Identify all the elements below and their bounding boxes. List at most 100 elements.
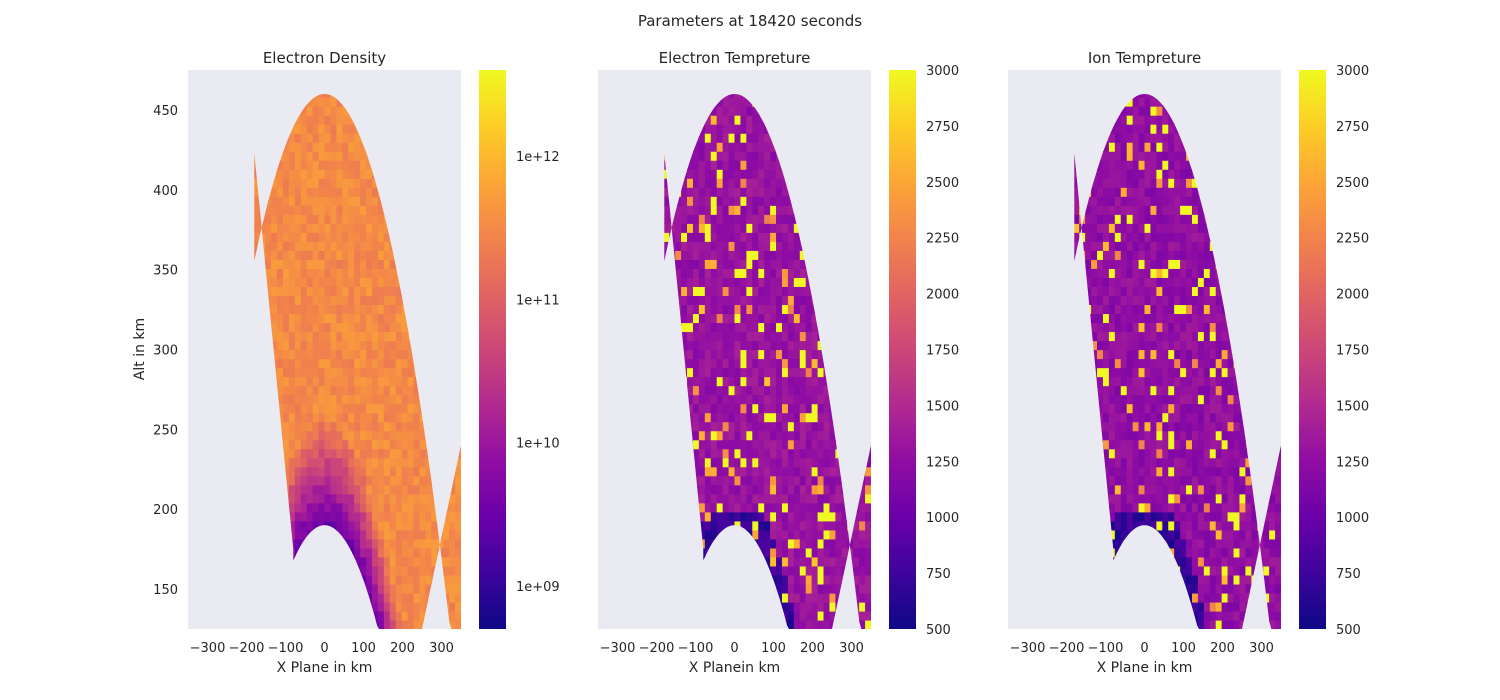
- heatmap-cell: [389, 511, 397, 522]
- heatmap-cell: [728, 286, 736, 297]
- heatmap-cell: [336, 376, 343, 387]
- heatmap-cell: [360, 169, 367, 179]
- heatmap-cell: [770, 313, 777, 324]
- heatmap-cell: [740, 502, 747, 513]
- heatmap-cell: [371, 466, 379, 477]
- heatmap-cell: [318, 394, 326, 405]
- heatmap-cell: [288, 331, 296, 342]
- heatmap-cell: [781, 187, 789, 197]
- heatmap-cell: [746, 151, 753, 161]
- heatmap-cell: [407, 439, 415, 450]
- heatmap-cell: [407, 547, 415, 558]
- heatmap-cell: [413, 538, 421, 549]
- heatmap-cell: [728, 367, 736, 378]
- heatmap-cell: [722, 106, 730, 116]
- heatmap-cell: [419, 457, 426, 468]
- heatmap-cell: [277, 241, 284, 251]
- heatmap-cell: [781, 223, 789, 233]
- x-tick-label: −300: [190, 641, 226, 656]
- heatmap-cell: [360, 574, 367, 585]
- heatmap-cell: [419, 583, 426, 594]
- heatmap-cell: [722, 241, 730, 251]
- heatmap-cell: [324, 358, 332, 369]
- heatmap-cell: [710, 466, 718, 477]
- heatmap-cell: [758, 259, 765, 269]
- heatmap-cell: [692, 439, 700, 450]
- heatmap-cell: [781, 178, 789, 188]
- heatmap-cell: [698, 250, 706, 260]
- heatmap-cell: [306, 151, 314, 161]
- heatmap-cell: [716, 313, 724, 324]
- heatmap-cell: [728, 232, 736, 242]
- heatmap-cell: [776, 448, 783, 459]
- heatmap-cell: [294, 376, 302, 387]
- heatmap-cell: [282, 376, 290, 387]
- heatmap-cell: [312, 115, 320, 125]
- heatmap-cell: [318, 475, 326, 486]
- heatmap-cell: [455, 574, 461, 585]
- heatmap-cell: [371, 241, 379, 251]
- heatmap-cell: [758, 268, 765, 278]
- heatmap-cell: [704, 412, 712, 423]
- heatmap-cell: [300, 502, 308, 513]
- heatmap-cell: [282, 160, 290, 170]
- heatmap-cell: [371, 313, 379, 324]
- heatmap-cell: [746, 493, 753, 504]
- heatmap-cell: [698, 340, 706, 351]
- heatmap-cell: [740, 196, 747, 206]
- heatmap-cell: [371, 556, 379, 567]
- heatmap-cell: [740, 187, 747, 197]
- heatmap-cell: [710, 178, 718, 188]
- heatmap-cell: [740, 376, 747, 387]
- heatmap-cell: [710, 214, 718, 224]
- heatmap-cell: [710, 367, 718, 378]
- heatmap-cell: [282, 394, 290, 405]
- heatmap-cell: [366, 313, 373, 324]
- heatmap-cell: [395, 610, 403, 621]
- heatmap-cell: [758, 322, 765, 333]
- heatmap-cell: [360, 358, 367, 369]
- heatmap-cell: [371, 376, 379, 387]
- heatmap-cell: [265, 268, 272, 278]
- heatmap-cell: [271, 232, 278, 242]
- heatmap-cell: [698, 286, 706, 297]
- heatmap-cell: [336, 124, 343, 134]
- heatmap-cell: [793, 574, 801, 585]
- heatmap-cell: [698, 448, 706, 459]
- heatmap-cell: [318, 466, 326, 477]
- heatmap-cell: [692, 268, 700, 278]
- heatmap-cell: [413, 466, 421, 477]
- heatmap-cell: [366, 439, 373, 450]
- heatmap-cell: [728, 421, 736, 432]
- heatmap-cell: [799, 619, 807, 629]
- heatmap-cell: [288, 133, 296, 143]
- heatmap-cell: [704, 394, 712, 405]
- heatmap-cell: [348, 376, 355, 387]
- heatmap-cell: [664, 196, 670, 206]
- heatmap-cell: [710, 196, 718, 206]
- heatmap-cell: [360, 304, 367, 315]
- heatmap-cell: [770, 547, 777, 558]
- heatmap-cell: [664, 232, 670, 242]
- heatmap-cell: [300, 160, 308, 170]
- heatmap-cell: [758, 439, 765, 450]
- heatmap-cell: [787, 439, 795, 450]
- heatmap-cell: [681, 214, 688, 224]
- heatmap-cell: [716, 322, 724, 333]
- heatmap-cell: [752, 232, 759, 242]
- heatmap-cell: [318, 223, 326, 233]
- heatmap-cell: [306, 457, 314, 468]
- heatmap-cell: [770, 358, 777, 369]
- heatmap-cell: [722, 394, 730, 405]
- heatmap-cell: [288, 349, 296, 360]
- heatmap-cell: [734, 223, 742, 233]
- heatmap-cell: [722, 520, 730, 531]
- heatmap-cell: [371, 592, 379, 603]
- heatmap-cell: [318, 439, 326, 450]
- heatmap-cell: [746, 223, 753, 233]
- heatmap-cell: [401, 511, 409, 522]
- heatmap-cell: [704, 295, 712, 306]
- heatmap-cell: [342, 304, 349, 315]
- heatmap-cell: [336, 430, 343, 441]
- heatmap-cell: [793, 259, 801, 269]
